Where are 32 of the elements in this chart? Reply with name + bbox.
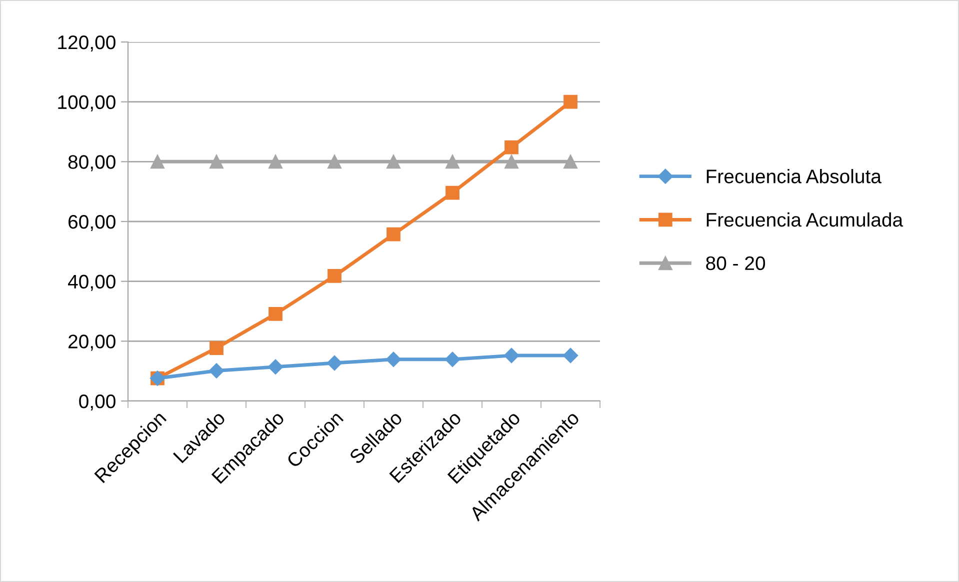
y-tick-label: 0,00 [79,394,116,411]
point [268,359,284,374]
legend-label: Frecuencia Absoluta [706,169,882,184]
point [504,140,518,154]
point [446,154,460,169]
point [326,355,342,371]
point [564,154,578,169]
legend-label: Frecuencia Acumulada [706,212,904,227]
point [210,341,224,355]
point [328,269,342,283]
y-tick-label: 40,00 [68,274,116,291]
y-tick-label: 100,00 [58,95,116,112]
point [386,154,400,169]
point [150,154,164,169]
point [386,352,402,367]
y-tick-label: 120,00 [58,35,116,52]
point [504,348,520,364]
y-tick-label: 80,00 [68,155,116,172]
y-tick-label: 20,00 [68,334,116,351]
point [564,94,578,109]
y-tick-label: 60,00 [68,214,116,232]
point [504,154,518,169]
point [328,154,342,169]
point [444,352,460,367]
point [208,363,224,378]
point [562,348,578,364]
legend-label: 80 - 20 [706,256,766,270]
point [386,227,400,242]
point [268,307,282,321]
point [210,154,224,169]
point [268,154,282,169]
point [446,186,460,200]
